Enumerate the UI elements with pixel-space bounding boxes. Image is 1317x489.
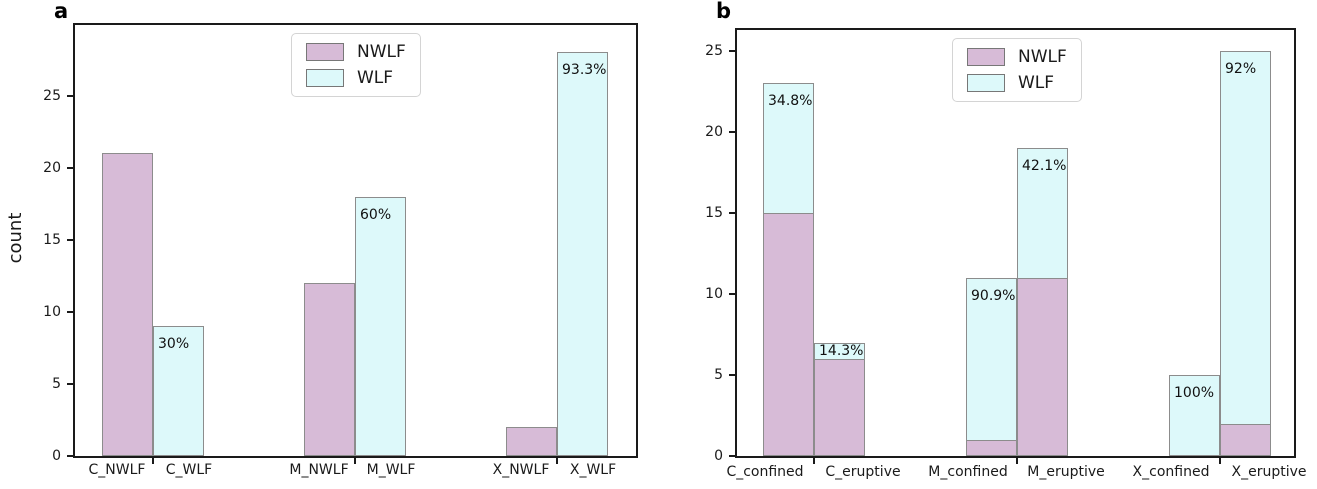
x-tick-label: M_WLF bbox=[366, 462, 416, 478]
y-tick-label: 0 bbox=[52, 448, 61, 464]
x-tick-label: C_confined bbox=[726, 464, 804, 480]
bar-C_WLF bbox=[153, 326, 204, 456]
bar-percent-label: 30% bbox=[158, 336, 190, 353]
legend-row: NWLF bbox=[967, 48, 1067, 66]
y-tick-label: 5 bbox=[714, 367, 723, 384]
y-tick-label: 25 bbox=[705, 43, 723, 60]
y-tick-label: 5 bbox=[52, 375, 61, 392]
bar-percent-label: 34.8% bbox=[768, 93, 813, 110]
y-tick-mark bbox=[729, 131, 735, 134]
x-tick-label: X_NWLF bbox=[492, 462, 550, 478]
legend-swatch-wlf bbox=[306, 69, 344, 87]
legend-label: WLF bbox=[1018, 73, 1055, 93]
y-tick-mark bbox=[67, 455, 73, 457]
y-tick-label: 10 bbox=[705, 286, 723, 303]
x-tick-mark bbox=[354, 458, 356, 464]
bar-C_confined-nwlf bbox=[763, 213, 814, 456]
y-tick-label: 15 bbox=[43, 231, 61, 248]
bar-M_confined-wlf bbox=[966, 277, 1017, 441]
legend-label: NWLF bbox=[1018, 47, 1067, 67]
legend-row: WLF bbox=[306, 69, 406, 87]
legend-row: WLF bbox=[967, 74, 1067, 92]
y-tick-mark bbox=[67, 310, 73, 313]
y-tick-label: 20 bbox=[43, 159, 61, 176]
panel-b-letter: b bbox=[716, 0, 732, 23]
y-tick-label: 0 bbox=[714, 448, 723, 464]
y-tick-mark bbox=[729, 293, 735, 296]
y-tick-label: 15 bbox=[705, 205, 723, 222]
bar-M_eruptive-nwlf bbox=[1017, 277, 1068, 456]
bar-X_WLF bbox=[557, 52, 608, 456]
bar-percent-label: 42.1% bbox=[1022, 158, 1067, 175]
bar-X_NWLF bbox=[506, 427, 557, 456]
bar-C_NWLF bbox=[102, 153, 153, 456]
bar-M_eruptive-wlf bbox=[1017, 148, 1068, 279]
legend-swatch-nwlf bbox=[306, 43, 344, 61]
y-tick-mark bbox=[67, 238, 73, 241]
bar-X_eruptive-nwlf bbox=[1220, 423, 1271, 456]
x-tick-mark bbox=[813, 458, 815, 464]
y-tick-mark bbox=[729, 212, 735, 215]
y-tick-mark bbox=[67, 166, 73, 169]
bar-M_NWLF bbox=[304, 283, 355, 456]
x-tick-mark bbox=[556, 458, 558, 464]
legend: NWLF WLF bbox=[291, 33, 421, 97]
x-tick-label: M_confined bbox=[928, 464, 1008, 480]
legend: NWLF WLF bbox=[952, 38, 1082, 102]
y-tick-label: 25 bbox=[43, 87, 61, 104]
x-tick-mark bbox=[152, 458, 154, 464]
bar-percent-label: 90.9% bbox=[971, 287, 1016, 304]
panel-b-plot: 0 5 10 15 20 25 34.8% C_confined 14.3% C_eruptive… bbox=[705, 28, 1307, 480]
bar-percent-label: 100% bbox=[1174, 385, 1215, 401]
legend-swatch-wlf bbox=[967, 74, 1005, 92]
x-tick-label: X_confined bbox=[1132, 464, 1210, 480]
y-tick-label: 10 bbox=[43, 303, 61, 320]
bar-M_WLF bbox=[355, 196, 406, 456]
x-tick-label: C_eruptive bbox=[825, 464, 901, 480]
x-tick-mark bbox=[1219, 458, 1221, 464]
bar-C_eruptive-nwlf bbox=[814, 358, 865, 456]
bar-M_confined-nwlf bbox=[966, 439, 1017, 456]
legend-label: WLF bbox=[357, 68, 394, 88]
bar-X_eruptive-wlf bbox=[1220, 51, 1271, 425]
legend-label: NWLF bbox=[357, 42, 406, 62]
bar-percent-label: 60% bbox=[360, 206, 392, 223]
y-tick-label: 20 bbox=[705, 124, 723, 141]
x-tick-label: M_eruptive bbox=[1027, 464, 1105, 480]
y-tick-mark bbox=[729, 374, 735, 377]
x-tick-label: X_WLF bbox=[569, 462, 617, 478]
legend-swatch-nwlf bbox=[967, 48, 1005, 66]
y-tick-mark bbox=[729, 455, 735, 457]
panel-a-letter: a bbox=[54, 0, 69, 23]
x-tick-label: C_NWLF bbox=[88, 462, 146, 478]
legend-row: NWLF bbox=[306, 43, 406, 61]
y-tick-mark bbox=[67, 94, 73, 97]
bar-C_confined-wlf bbox=[763, 83, 814, 215]
x-tick-label: C_WLF bbox=[165, 462, 213, 478]
bar-X_confined-wlf bbox=[1169, 375, 1220, 456]
bar-percent-label: 92% bbox=[1225, 61, 1257, 78]
bar-C_eruptive-wlf bbox=[814, 342, 865, 360]
panel-a-plot: 0 5 10 15 20 25 C_NWLF 30% C_WLF M_NWLF 60% M_WLF X_… bbox=[43, 23, 638, 478]
y-tick-mark bbox=[729, 50, 735, 53]
bar-percent-label: 93.3% bbox=[562, 62, 607, 79]
x-tick-mark bbox=[1016, 458, 1018, 464]
bar-percent-label: 14.3% bbox=[819, 342, 864, 359]
x-tick-label: M_NWLF bbox=[289, 462, 349, 478]
x-tick-label: X_eruptive bbox=[1231, 464, 1307, 480]
y-tick-mark bbox=[67, 382, 73, 385]
